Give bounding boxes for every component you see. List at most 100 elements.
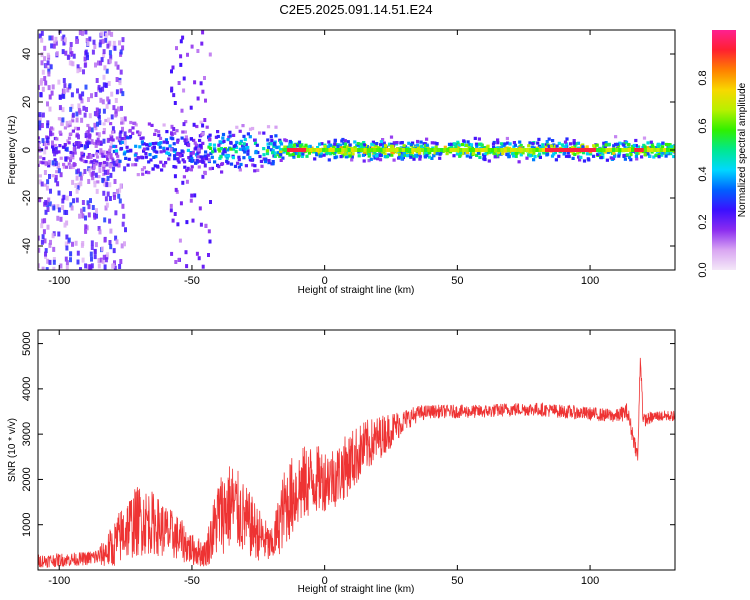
spectrogram-cell <box>182 175 186 179</box>
spectrogram-cell <box>392 141 396 145</box>
spectrogram-cell <box>381 142 385 146</box>
spectrogram-cell <box>197 165 201 169</box>
spectrogram-cell <box>192 122 196 127</box>
spectrogram-cell <box>622 153 626 158</box>
spectrogram-cell <box>409 143 413 147</box>
spectrogram-cell <box>105 103 109 109</box>
spectrogram-cell <box>120 137 124 141</box>
spectrogram-cell <box>537 154 541 158</box>
spectrogram-cell <box>322 153 326 157</box>
spectrogram-cell <box>428 151 432 155</box>
spectrogram-cell <box>616 142 620 146</box>
spectrogram-cell <box>220 162 225 166</box>
spectrogram-cell <box>670 144 674 149</box>
spectrogram-cell <box>170 131 173 136</box>
spectrogram-cell <box>328 148 332 152</box>
spectrogram-cell <box>93 254 97 260</box>
spectrogram-cell <box>433 148 437 152</box>
spectrogram-cell <box>557 154 561 158</box>
spectrogram-cell <box>70 92 74 98</box>
spectrogram-cell <box>56 215 60 221</box>
spectrogram-cell <box>133 153 137 157</box>
spectrogram-cell <box>576 151 580 155</box>
spectrogram-cell <box>38 247 41 253</box>
spectrogram-cell <box>586 148 590 152</box>
spectrogram-cell <box>427 148 431 152</box>
spectrogram-cell <box>114 144 118 149</box>
spectrogram-cell <box>419 140 423 144</box>
spectrogram-cell <box>485 150 489 154</box>
spectrogram-cell <box>385 154 390 159</box>
spectrogram-cell <box>119 147 123 151</box>
spectrogram-cell <box>51 145 55 149</box>
spectrogram-cell <box>232 133 236 137</box>
spectrogram-cell <box>171 65 175 70</box>
spectrogram-cell <box>365 145 370 149</box>
spectrogram-y-ticks: -40 -20 0 20 40 <box>21 48 675 254</box>
spectrogram-cell <box>547 144 551 148</box>
spectrogram-cell <box>129 149 133 153</box>
spectrogram-cell <box>232 144 236 148</box>
spectrogram-cell <box>93 249 97 254</box>
spectrogram-cell <box>579 155 583 159</box>
spectrogram-cell <box>228 134 232 138</box>
spectrogram-cell <box>38 179 42 185</box>
spectrogram-cell <box>353 148 358 152</box>
spectrogram-cell <box>626 142 631 147</box>
x-tick-label: -100 <box>48 275 70 287</box>
spectrogram-cell <box>643 148 648 152</box>
spectrogram-cell <box>425 145 429 150</box>
spectrogram-cell <box>109 228 113 234</box>
spectrogram-cell <box>97 84 101 90</box>
spectrogram-cell <box>469 143 474 147</box>
spectrogram-cell <box>521 151 525 155</box>
spectrogram-cell <box>80 172 85 176</box>
spectrogram-cell <box>57 117 61 121</box>
y-tick-label: 5000 <box>21 331 33 355</box>
spectrogram-cell <box>495 154 499 158</box>
spectrogram-cell <box>38 120 42 126</box>
spectrogram-cell <box>667 143 671 147</box>
spectrogram-cell <box>173 154 177 158</box>
spectrogram-cell <box>543 145 547 149</box>
spectrogram-cell <box>69 106 73 112</box>
spectrogram-cell <box>360 142 364 146</box>
spectrogram-cell <box>550 154 555 158</box>
spectrogram-cell <box>91 49 95 55</box>
spectrogram-cell <box>87 133 91 139</box>
spectrogram-cell <box>535 148 539 152</box>
spectrogram-cell <box>106 175 110 181</box>
spectrogram-cell <box>178 238 182 243</box>
spectrogram-cell <box>409 155 413 159</box>
spectrogram-cell <box>613 142 618 146</box>
spectrogram-cell <box>112 149 116 154</box>
spectrogram-cell <box>183 138 187 143</box>
spectrogram-cell <box>333 150 337 154</box>
spectrogram-cell <box>49 128 53 132</box>
spectrogram-cell <box>109 54 113 60</box>
spectrogram-cell <box>59 216 63 222</box>
snr-x-ticks: -100 -50 0 50 100 <box>48 330 599 587</box>
spectrogram-cell <box>344 155 348 159</box>
spectrogram-cell <box>306 145 310 149</box>
spectrogram-cell <box>38 197 42 203</box>
spectrogram-cell <box>492 145 496 150</box>
spectrogram-cell <box>105 182 109 188</box>
spectrogram-cell <box>182 122 186 127</box>
spectrogram-cell <box>430 156 434 160</box>
spectrogram-cell <box>67 237 71 243</box>
spectrogram-cell <box>49 239 52 245</box>
spectrogram-cell <box>101 86 105 92</box>
spectrogram-cell <box>104 257 108 263</box>
spectrogram-cell <box>117 162 121 168</box>
spectrogram-cell <box>62 165 66 169</box>
spectrogram-cell <box>625 153 629 157</box>
spectrogram-cell <box>361 153 365 157</box>
spectrogram-cell <box>90 127 94 133</box>
spectrogram-cell <box>301 152 305 156</box>
spectrogram-cell <box>54 146 58 150</box>
spectrogram-cell <box>496 141 500 145</box>
spectrogram-cell <box>164 161 168 165</box>
spectrogram-cell <box>70 51 74 56</box>
spectrogram-cell <box>265 149 269 153</box>
